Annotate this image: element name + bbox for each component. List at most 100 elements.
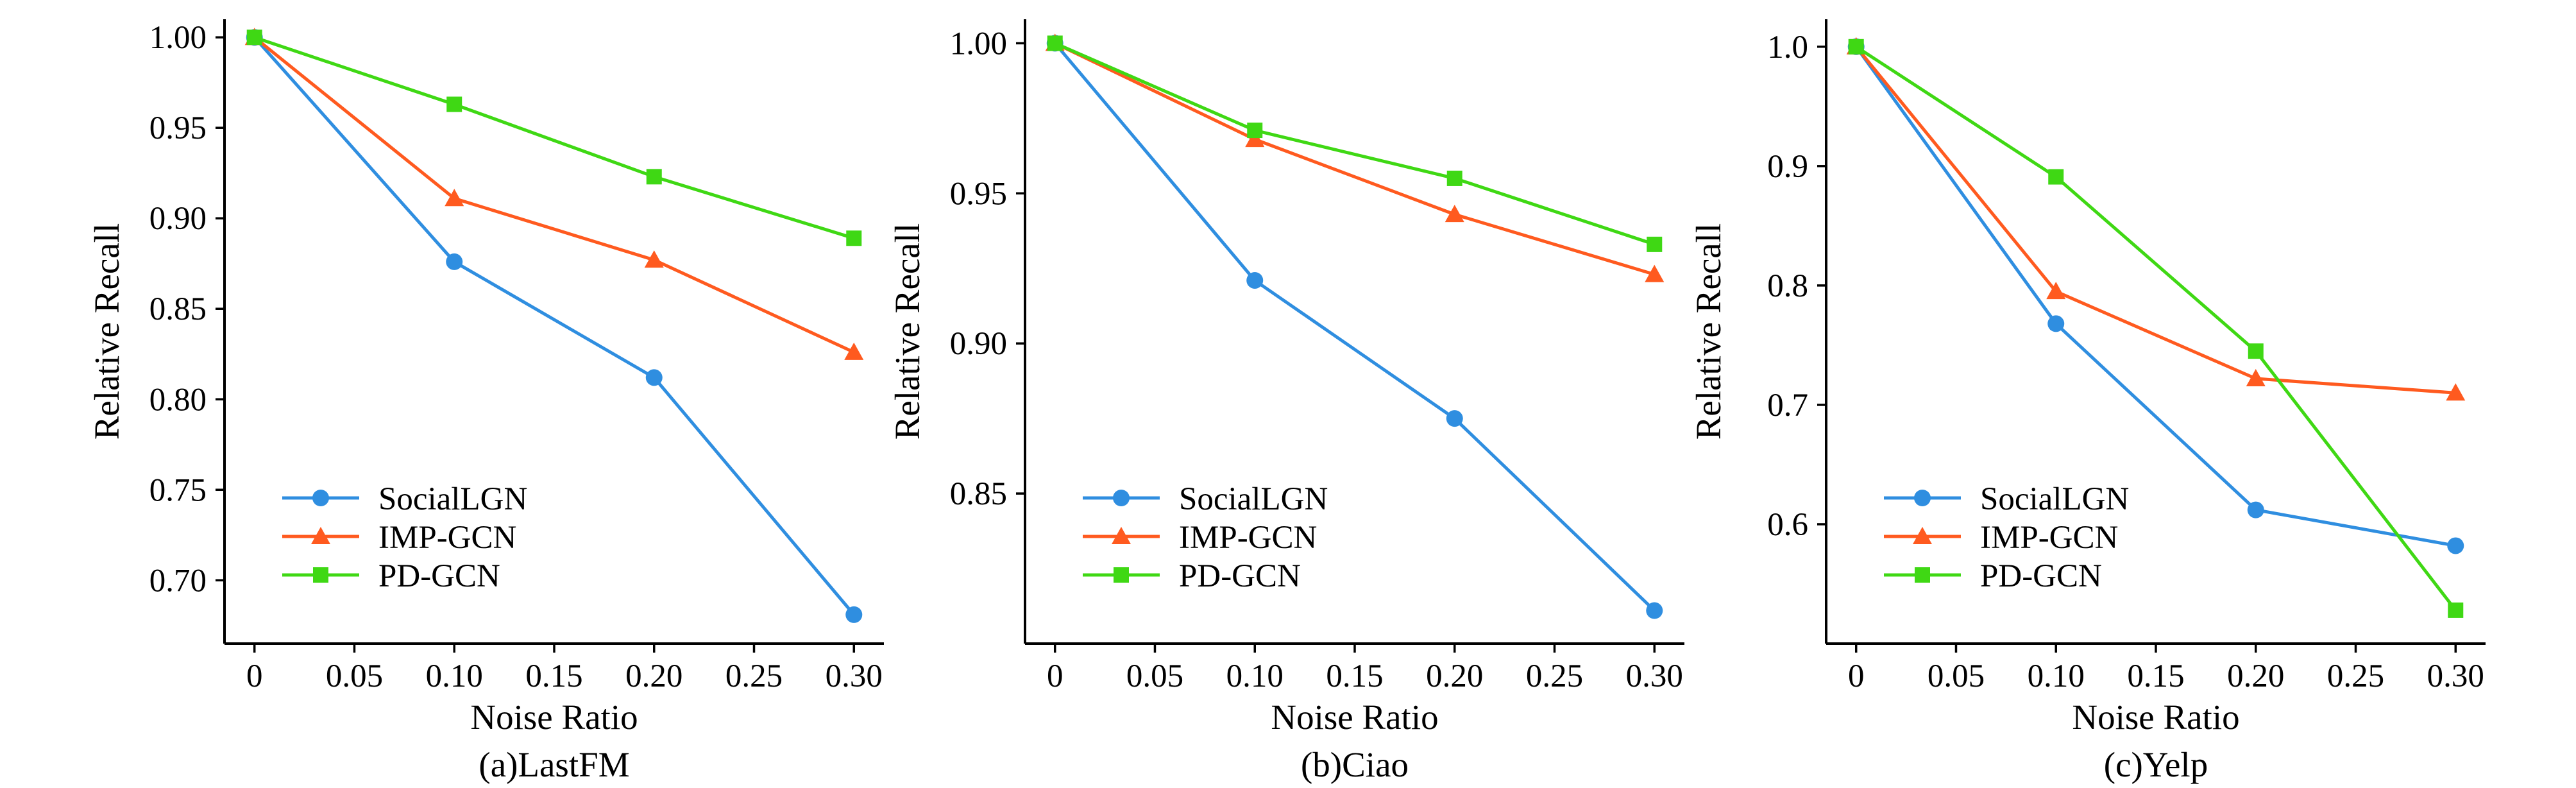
x-tick-label: 0 xyxy=(246,658,263,694)
data-point-imp-gcn xyxy=(1245,130,1265,148)
data-point-sociallgn xyxy=(2447,537,2464,554)
data-point-pd-gcn xyxy=(446,96,462,112)
y-axis-label: Relative Recall xyxy=(1689,223,1728,440)
y-tick-label: 0.90 xyxy=(950,326,1007,362)
legend-marker-imp-gcn xyxy=(1913,527,1932,544)
y-axis-label: Relative Recall xyxy=(87,223,126,440)
legend-label-pd-gcn: PD-GCN xyxy=(1980,558,2102,594)
x-axis-label: Noise Ratio xyxy=(2072,698,2239,737)
data-point-imp-gcn xyxy=(2246,368,2266,386)
data-point-pd-gcn xyxy=(646,169,662,185)
x-tick-label: 0.15 xyxy=(2127,658,2184,694)
legend-marker-pd-gcn xyxy=(1915,567,1930,583)
chart-panel-3: 0.6 0.7 0.8 0.9 1.0 0 0.05 0.10 0.15 0.20 0.25 0.30… xyxy=(1689,19,2486,784)
x-tick-label: 0.25 xyxy=(1526,658,1583,694)
legend-label-sociallgn: SocialLGN xyxy=(1980,481,2129,517)
data-point-sociallgn xyxy=(446,253,463,270)
data-point-sociallgn xyxy=(2047,315,2065,332)
y-tick-label: 1.00 xyxy=(149,20,207,56)
series-line-pd-gcn xyxy=(253,35,855,240)
y-tick-label: 1.00 xyxy=(950,26,1007,62)
data-point-pd-gcn xyxy=(2248,343,2264,359)
x-tick-label: 0 xyxy=(1047,658,1063,694)
series-line-pd-gcn xyxy=(1855,45,2457,612)
data-point-sociallgn xyxy=(2247,501,2264,518)
legend-label-pd-gcn: PD-GCN xyxy=(378,558,500,594)
legend-marker-imp-gcn xyxy=(311,527,330,544)
y-tick-label: 0.7 xyxy=(1767,388,1808,424)
data-point-pd-gcn xyxy=(246,30,262,46)
x-tick-label: 0.05 xyxy=(326,658,383,694)
x-axis-label: Noise Ratio xyxy=(1271,698,1438,737)
data-point-imp-gcn xyxy=(844,342,864,360)
legend-label-imp-gcn: IMP-GCN xyxy=(1980,520,2118,556)
legend-marker-imp-gcn xyxy=(1112,527,1131,544)
data-point-sociallgn xyxy=(845,606,863,623)
legend-marker-pd-gcn xyxy=(313,567,328,583)
data-point-sociallgn xyxy=(1446,410,1463,427)
x-tick-label: 0.05 xyxy=(1928,658,1985,694)
y-tick-label: 1.0 xyxy=(1767,30,1808,65)
x-tick-label: 0.10 xyxy=(1226,658,1284,694)
legend-label-imp-gcn: IMP-GCN xyxy=(1179,520,1317,556)
data-point-sociallgn xyxy=(1646,602,1663,619)
y-tick-label: 0.85 xyxy=(950,476,1007,512)
x-tick-label: 0.15 xyxy=(525,658,582,694)
series-line-imp-gcn xyxy=(1854,46,2456,395)
data-point-pd-gcn xyxy=(1446,170,1462,186)
data-point-pd-gcn xyxy=(846,230,862,246)
y-axis-label: Relative Recall xyxy=(888,223,927,440)
y-tick-label: 0.95 xyxy=(950,176,1007,212)
x-tick-label: 0.15 xyxy=(1326,658,1383,694)
legend-label-pd-gcn: PD-GCN xyxy=(1179,558,1301,594)
data-point-imp-gcn xyxy=(445,189,464,207)
x-axis-label: Noise Ratio xyxy=(470,698,638,737)
data-point-pd-gcn xyxy=(1848,39,1864,55)
series-line-imp-gcn xyxy=(253,36,855,354)
x-tick-label: 0.30 xyxy=(826,658,883,694)
series-line-imp-gcn xyxy=(1054,42,1656,276)
x-tick-label: 0.20 xyxy=(2227,658,2284,694)
data-point-pd-gcn xyxy=(2048,169,2064,185)
x-tick-label: 0 xyxy=(1848,658,1865,694)
data-point-sociallgn xyxy=(645,369,663,386)
legend-marker-sociallgn xyxy=(1914,490,1931,506)
legend-label-imp-gcn: IMP-GCN xyxy=(378,520,516,556)
data-point-pd-gcn xyxy=(1647,236,1663,252)
y-tick-label: 0.95 xyxy=(149,110,207,146)
x-tick-label: 0.10 xyxy=(2028,658,2085,694)
legend-label-sociallgn: SocialLGN xyxy=(378,481,527,517)
y-tick-label: 0.75 xyxy=(149,472,207,508)
data-point-imp-gcn xyxy=(644,250,664,268)
y-tick-label: 0.6 xyxy=(1767,507,1808,543)
panel-caption: (c)Yelp xyxy=(2104,745,2208,784)
y-tick-label: 0.90 xyxy=(149,201,207,237)
panel-caption: (a)LastFM xyxy=(479,745,629,784)
series-line-sociallgn xyxy=(1854,46,2456,547)
y-tick-label: 0.85 xyxy=(149,291,207,327)
data-point-imp-gcn xyxy=(2446,383,2466,401)
legend-marker-sociallgn xyxy=(1113,490,1130,506)
panel-caption: (b)Ciao xyxy=(1301,745,1409,784)
series-line-sociallgn xyxy=(1053,42,1656,612)
legend-marker-sociallgn xyxy=(312,490,329,506)
data-point-imp-gcn xyxy=(1645,264,1665,282)
data-point-imp-gcn xyxy=(1445,205,1464,223)
chart-panel-1: 0.70 0.75 0.80 0.85 0.90 0.95 1.00 0 0.05 0.10 0.1… xyxy=(87,19,884,784)
series-line-sociallgn xyxy=(253,36,856,616)
series-line-pd-gcn xyxy=(1054,42,1656,246)
data-point-pd-gcn xyxy=(1047,35,1063,51)
x-tick-label: 0.25 xyxy=(725,658,783,694)
data-point-pd-gcn xyxy=(2448,602,2464,618)
data-point-sociallgn xyxy=(1246,271,1264,289)
x-tick-label: 0.20 xyxy=(625,658,682,694)
x-tick-label: 0.05 xyxy=(1126,658,1183,694)
x-tick-label: 0.10 xyxy=(426,658,483,694)
x-tick-label: 0.30 xyxy=(2427,658,2484,694)
y-tick-label: 0.80 xyxy=(149,382,207,418)
y-tick-label: 0.70 xyxy=(149,563,207,599)
y-tick-label: 0.8 xyxy=(1767,268,1808,304)
legend-label-sociallgn: SocialLGN xyxy=(1179,481,1328,517)
chart-panel-2: 0.85 0.90 0.95 1.00 0 0.05 0.10 0.15 0.20 0.25 0.3… xyxy=(888,19,1684,784)
